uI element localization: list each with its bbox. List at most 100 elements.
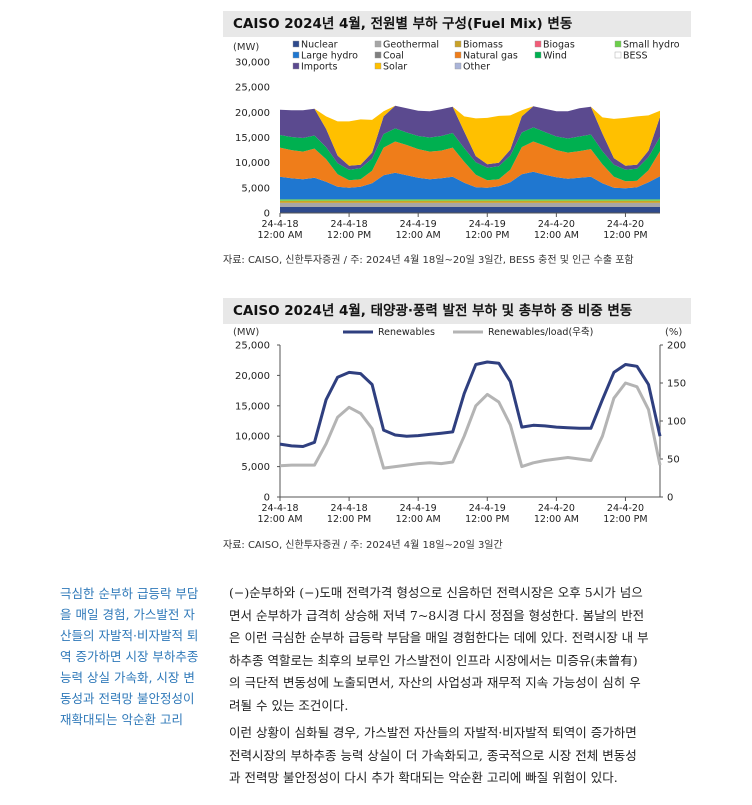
body-line: 하추종 역할로는 최후의 보루인 가스발전이 인프라 시장에서는 미증유(未曾有…	[229, 652, 638, 668]
chart2-y-unit-right: (%)	[665, 327, 682, 338]
body-line: 전력시장의 부하추종 능력 상실이 더 가속화되고, 종국적으로 시장 전체 변…	[229, 747, 637, 763]
x-tick-time: 12:00 AM	[396, 230, 441, 241]
legend-swatch	[614, 40, 622, 48]
x-tick-date: 24-4-18	[261, 503, 298, 514]
x-tick-time: 12:00 PM	[603, 230, 647, 241]
y-right-tick-label: 150	[667, 379, 686, 390]
series-renewables-line	[279, 360, 662, 448]
sidebar-line: 을 매일 경험, 가스발전 자	[60, 607, 195, 622]
chart2-title: CAISO 2024년 4월, 태양광·풍력 발전 부하 및 총부하 중 비중 …	[223, 298, 691, 324]
y-left-tick-label: 5,000	[241, 462, 270, 473]
body-paragraph-2: 이런 상황이 심화될 경우, 가스발전 자산들의 자발적·비자발적 퇴역이 증가…	[229, 722, 693, 790]
legend-label: Renewables	[378, 327, 435, 338]
series-renewables-share-line	[279, 381, 662, 470]
area-nuclear	[280, 207, 660, 213]
legend-swatch	[534, 40, 542, 48]
body-line: 과 전력망 불안정성이 다시 추가 확대되는 악순환 고리에 빠질 위험이 있다…	[229, 770, 618, 785]
sidebar-line: 능력 상실 가속화, 시장 변	[60, 670, 195, 685]
chart2-legend: Renewables Renewables/load(우축)	[343, 327, 593, 338]
sidebar-line: 역 증가하면 시장 부하추종	[60, 649, 199, 664]
legend-swatch	[454, 62, 462, 70]
x-tick-time: 12:00 AM	[257, 514, 302, 525]
chart2-y-unit-left: (MW)	[233, 327, 259, 338]
y-tick-label: 10,000	[235, 158, 270, 169]
x-tick-date: 24-4-19	[400, 219, 437, 230]
x-tick-time: 12:00 AM	[257, 230, 302, 241]
legend-swatch	[374, 62, 382, 70]
legend-swatch	[292, 62, 300, 70]
body-line: 은 이런 극심한 순부하 급등락 부담을 매일 경험한다는 데에 있다. 전력시…	[229, 630, 649, 645]
legend-swatch	[454, 51, 462, 59]
legend-label: Wind	[543, 51, 567, 62]
sidebar-line: 극심한 순부하 급등락 부담	[60, 586, 199, 601]
x-tick-date: 24-4-19	[469, 219, 506, 230]
chart2-source: 자료: CAISO, 신한투자증권 / 주: 2024년 4월 18일~20일 …	[223, 540, 503, 551]
y-right-tick-label: 100	[667, 417, 686, 428]
y-right-tick-label: 200	[667, 341, 686, 352]
y-left-tick-label: 20,000	[235, 371, 270, 382]
chart2-y-axis: 25,000 20,000 15,000 10,000 5,000 0 200 150 100 5…	[235, 341, 686, 504]
y-left-tick-label: 10,000	[235, 432, 270, 443]
chart1-source: 자료: CAISO, 신한투자증권 / 주: 2024년 4월 18일~20일 …	[223, 255, 634, 266]
y-left-tick-label: 0	[264, 493, 270, 504]
chart2-lines	[279, 360, 662, 470]
sidebar-line: 재확대되는 악순환 고리	[60, 712, 183, 727]
x-tick-time: 12:00 AM	[534, 514, 579, 525]
sidebar-summary: 극심한 순부하 급등락 부담 을 매일 경험, 가스발전 자 산들의 자발적·비…	[60, 583, 218, 730]
x-tick-time: 12:00 AM	[534, 230, 579, 241]
x-tick-date: 24-4-18	[261, 219, 298, 230]
legend-label: Geothermal	[383, 40, 439, 51]
chart1-title: CAISO 2024년 4월, 전원별 부하 구성(Fuel Mix) 변동	[223, 11, 691, 37]
x-tick-time: 12:00 AM	[396, 514, 441, 525]
legend-label: Small hydro	[623, 40, 680, 51]
area-small-hydro	[280, 199, 660, 201]
chart1-y-axis: 30,000 25,000 20,000 15,000 10,000 5,000 0	[235, 58, 270, 220]
legend-swatch	[292, 51, 300, 59]
legend-label: Solar	[383, 62, 407, 73]
legend-label: Biomass	[463, 40, 503, 51]
y-right-tick-label: 0	[667, 493, 673, 504]
x-tick-time: 12:00 PM	[603, 514, 647, 525]
area-biomass	[280, 200, 660, 203]
x-tick-date: 24-4-19	[469, 503, 506, 514]
body-line: 의 극단적 변동성에 노출되면서, 자산의 사업성과 재무적 지속 가능성이 심…	[229, 675, 641, 690]
y-tick-label: 25,000	[235, 83, 270, 94]
legend-swatch	[614, 51, 622, 59]
chart1-legend: Nuclear Geothermal Biomass Biogas Small hydr…	[292, 40, 680, 73]
legend-swatch	[454, 40, 462, 48]
body-paragraph-1: (−)순부하와 (−)도매 전력가격 형성으로 신음하던 전력시장은 오후 5시…	[229, 582, 693, 717]
y-left-tick-label: 25,000	[235, 341, 270, 352]
legend-label: Other	[463, 62, 490, 73]
legend-swatch	[374, 51, 382, 59]
area-solar	[280, 105, 660, 166]
legend-label: BESS	[623, 51, 648, 62]
legend-swatch	[292, 40, 300, 48]
sidebar-line: 산들의 자발적·비자발적 퇴	[60, 628, 199, 643]
y-tick-label: 30,000	[235, 58, 270, 69]
sidebar-line: 동성과 전력망 불안정성이	[60, 691, 195, 706]
chart1-y-unit: (MW)	[233, 42, 259, 53]
legend-label: Coal	[383, 51, 404, 62]
body-line: 면서 순부하가 급격히 상승해 저녁 7~8시경 다시 정점을 형성한다. 봄날…	[229, 607, 645, 623]
legend-label: Large hydro	[301, 51, 358, 62]
fuel-mix-chart: Nuclear Geothermal Biomass Biogas Small hydr…	[233, 40, 680, 242]
x-tick-time: 12:00 PM	[327, 230, 371, 241]
x-tick-date: 24-4-18	[331, 219, 368, 230]
body-line: 이런 상황이 심화될 경우, 가스발전 자산들의 자발적·비자발적 퇴역이 증가…	[229, 725, 637, 740]
x-tick-date: 24-4-20	[607, 219, 644, 230]
area-geothermal	[280, 202, 660, 207]
y-tick-label: 20,000	[235, 108, 270, 119]
x-tick-date: 24-4-20	[607, 503, 644, 514]
body-line: 려될 수 있는 조건이다.	[229, 697, 349, 713]
legend-label: Biogas	[543, 40, 575, 51]
x-tick-date: 24-4-20	[538, 503, 575, 514]
legend-label: Imports	[301, 62, 338, 73]
x-tick-date: 24-4-20	[538, 219, 575, 230]
area-imports	[280, 105, 660, 170]
area-natural-gas	[280, 141, 660, 189]
chart1-areas	[280, 105, 660, 213]
body-line: (−)순부하와 (−)도매 전력가격 형성으로 신음하던 전력시장은 오후 5시…	[229, 585, 643, 600]
x-tick-time: 12:00 PM	[465, 514, 509, 525]
